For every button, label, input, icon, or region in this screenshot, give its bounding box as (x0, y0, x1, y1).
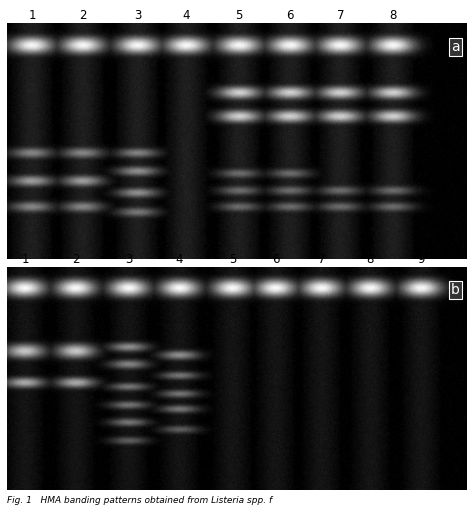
Text: Fig. 1   HMA banding patterns obtained from Listeria spp. f: Fig. 1 HMA banding patterns obtained fro… (7, 496, 272, 504)
Text: b: b (451, 283, 460, 297)
Text: 4: 4 (182, 9, 190, 22)
Text: 7: 7 (319, 253, 326, 266)
Text: 1: 1 (22, 253, 29, 266)
Text: 3: 3 (125, 253, 133, 266)
Text: 5: 5 (229, 253, 236, 266)
Text: 2: 2 (79, 9, 87, 22)
Text: 5: 5 (236, 9, 243, 22)
Text: 7: 7 (337, 9, 344, 22)
Text: 4: 4 (176, 253, 183, 266)
Text: 8: 8 (390, 9, 397, 22)
Text: 6: 6 (286, 9, 293, 22)
Text: 6: 6 (273, 253, 280, 266)
Text: a: a (451, 40, 460, 54)
Text: 2: 2 (73, 253, 80, 266)
Text: 3: 3 (135, 9, 142, 22)
Text: 1: 1 (28, 9, 36, 22)
Text: 8: 8 (367, 253, 374, 266)
Text: 9: 9 (417, 253, 425, 266)
